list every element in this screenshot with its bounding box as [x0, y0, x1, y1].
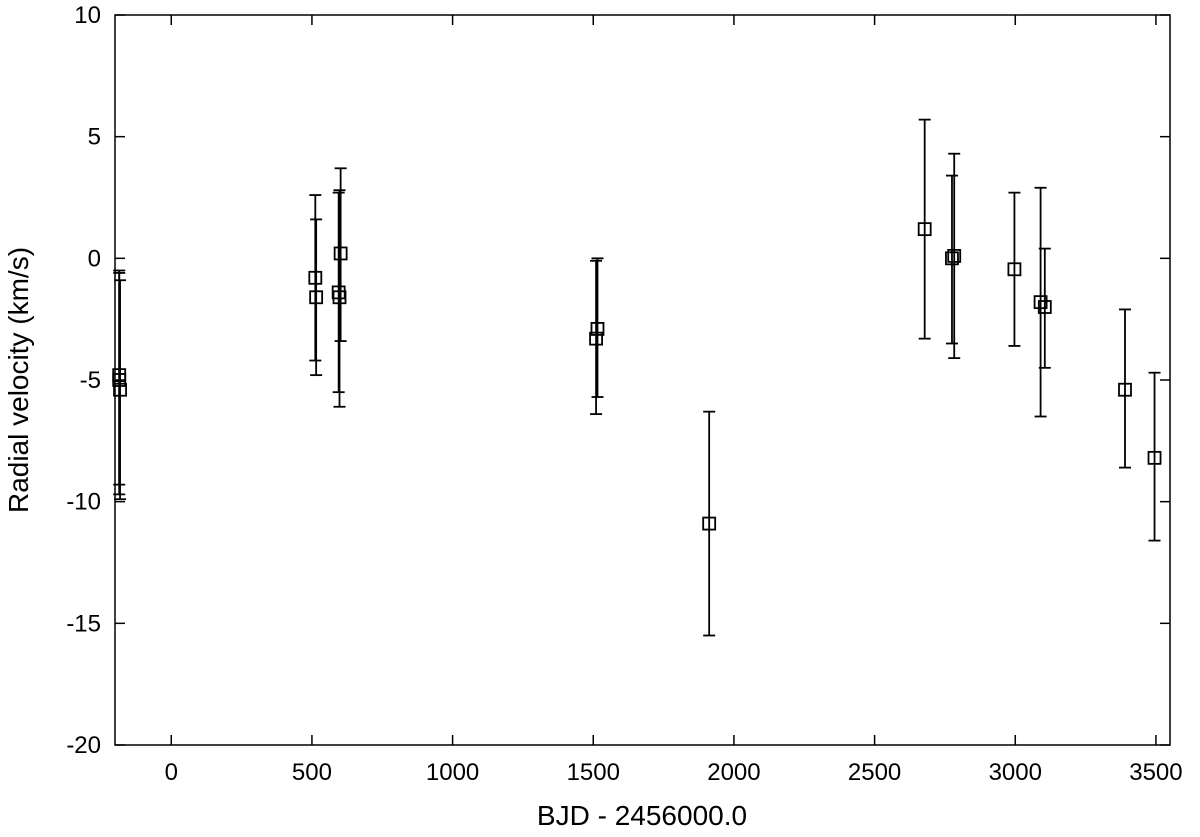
- data-point-square: [309, 290, 324, 305]
- data-point-square: [333, 246, 348, 261]
- data-point-square: [113, 382, 127, 397]
- x-tick-labels: 0 500 1000 1500 2000 2500 3000 3500: [165, 759, 1183, 786]
- y-tick-label: 10: [74, 2, 101, 29]
- data-point-square: [702, 516, 717, 531]
- y-tick-label: -10: [66, 489, 101, 516]
- data-point-square: [1007, 262, 1022, 277]
- x-tick-label: 3000: [989, 759, 1042, 786]
- y-tick-label: 0: [88, 245, 101, 272]
- x-tick-label: 1500: [567, 759, 620, 786]
- plot-frame: [114, 14, 1171, 746]
- x-tick-label: 3500: [1129, 759, 1182, 786]
- data-point-square: [589, 331, 603, 346]
- y-tick-label: -15: [66, 610, 101, 637]
- data-point-square: [308, 270, 323, 285]
- data-point-square: [332, 290, 347, 305]
- data-markers: [112, 222, 1162, 531]
- x-tick-label: 500: [292, 759, 332, 786]
- y-tick-labels: -20 -15 -10 -5 0 5 10: [66, 2, 101, 759]
- data-point-square: [947, 248, 962, 263]
- data-point-square: [1037, 300, 1052, 314]
- data-point-square: [1118, 382, 1132, 397]
- x-axis-title: BJD - 2456000.0: [537, 800, 747, 831]
- y-tick-label: -20: [66, 732, 101, 759]
- data-point-square: [1147, 450, 1162, 465]
- axis-ticks: [115, 14, 1170, 746]
- x-tick-label: 2000: [707, 759, 760, 786]
- error-bars: [113, 118, 1161, 637]
- data-point-square: [917, 222, 932, 237]
- y-tick-label: 5: [88, 124, 101, 151]
- data-point-square: [112, 373, 127, 387]
- x-tick-label: 1000: [426, 759, 479, 786]
- y-tick-label: -5: [80, 367, 101, 394]
- y-axis-title: Radial velocity (km/s): [3, 247, 34, 513]
- data-point-square: [1033, 295, 1048, 310]
- x-tick-label: 0: [165, 759, 178, 786]
- data-point-square: [945, 251, 959, 266]
- data-point-square: [590, 321, 605, 336]
- x-tick-label: 2500: [848, 759, 901, 786]
